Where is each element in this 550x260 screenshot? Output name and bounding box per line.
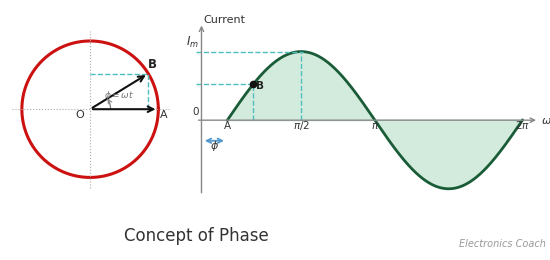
- Text: 0: 0: [192, 107, 199, 117]
- Text: Current: Current: [204, 16, 246, 25]
- Text: $\pi$: $\pi$: [371, 121, 379, 131]
- Text: Electronics Coach: Electronics Coach: [459, 239, 546, 249]
- Text: $\phi = \omega t$: $\phi = \omega t$: [103, 89, 134, 102]
- Text: B: B: [148, 58, 157, 71]
- Text: A: A: [224, 121, 231, 131]
- Text: $\phi$: $\phi$: [210, 139, 219, 153]
- Text: O: O: [75, 110, 84, 120]
- Text: A: A: [160, 110, 168, 120]
- Text: $\omega t$: $\omega t$: [541, 114, 550, 126]
- Text: Concept of Phase: Concept of Phase: [124, 227, 269, 245]
- Text: B: B: [256, 81, 264, 91]
- Text: $I_m$: $I_m$: [186, 34, 199, 49]
- Text: $\pi/2$: $\pi/2$: [293, 119, 310, 132]
- Text: $2\pi$: $2\pi$: [515, 119, 530, 131]
